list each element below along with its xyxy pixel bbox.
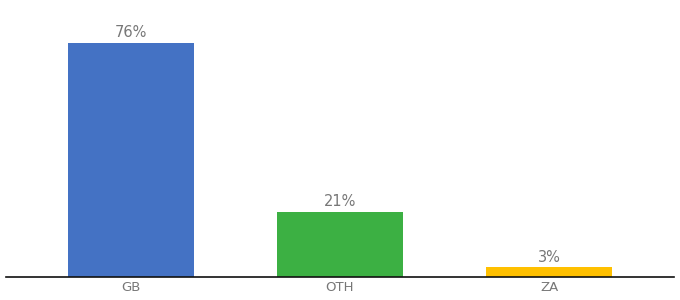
Text: 76%: 76% xyxy=(115,25,147,40)
Bar xyxy=(68,43,194,277)
Bar xyxy=(277,212,403,277)
Bar xyxy=(486,267,612,277)
Text: 21%: 21% xyxy=(324,194,356,209)
Text: 3%: 3% xyxy=(538,250,560,265)
